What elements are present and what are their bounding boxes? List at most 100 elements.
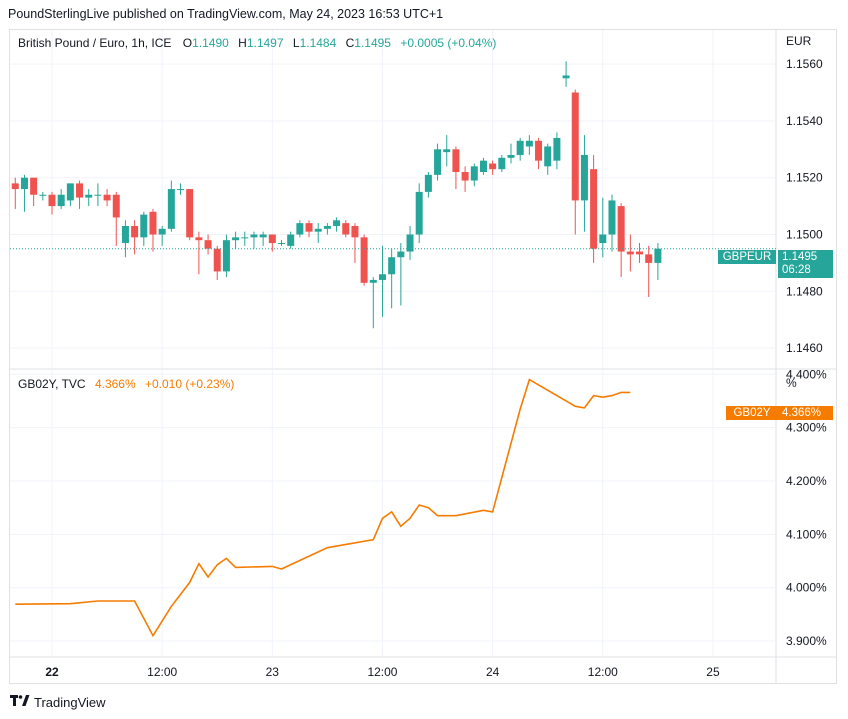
candle-body: [599, 234, 607, 244]
candle-body: [535, 140, 543, 161]
candle-body: [39, 194, 47, 196]
candle-body: [489, 163, 497, 170]
low-value: 1.1484: [299, 36, 337, 50]
chart-frame: [9, 29, 837, 684]
candle-body: [342, 223, 350, 235]
candle-body: [287, 234, 295, 246]
candle-body: [360, 237, 368, 283]
time-tick-label: 23: [266, 665, 280, 679]
candle-body: [177, 189, 185, 191]
candle-body: [507, 154, 515, 158]
candle-body: [415, 191, 423, 235]
gb02y-line-series: [15, 378, 631, 638]
upper-price-axis: 1.1460 1.1480 1.1500 1.1520 1.1540 1.1560: [786, 57, 823, 355]
candle-body: [333, 220, 341, 226]
lower-price-tick-label: 4.300%: [786, 421, 827, 435]
time-axis: 22 12:00 23 12:00 24 12:00 25: [45, 665, 720, 679]
candle-body: [112, 194, 120, 218]
high-value: 1.1497: [246, 36, 284, 50]
candle-body: [85, 194, 93, 198]
candle-body: [580, 154, 588, 201]
candle-body: [140, 214, 148, 238]
candle-body: [57, 194, 65, 207]
time-tick-label: 22: [45, 665, 59, 679]
time-tick-label: 24: [486, 665, 500, 679]
low-label: L: [292, 36, 300, 50]
tradingview-logo[interactable]: TradingView: [10, 694, 106, 710]
lower-price-tick-label: 3.900%: [786, 634, 827, 648]
close-label: C: [345, 36, 355, 50]
time-tick-label: 12:00: [147, 665, 177, 679]
candle-body: [443, 149, 451, 153]
upper-price-tick-label: 1.1560: [786, 57, 823, 71]
candle-body: [158, 228, 166, 235]
candle-body: [268, 234, 276, 244]
close-value: 1.1495: [354, 36, 391, 50]
candle-body: [213, 248, 221, 272]
candle-body: [149, 211, 157, 235]
lower-unit-label: %: [786, 376, 797, 390]
lower-price-tick-label: 4.100%: [786, 527, 827, 541]
upper-symbol: British Pound / Euro, 1h, ICE: [18, 36, 172, 50]
upper-price-tick-label: 1.1460: [786, 341, 823, 355]
time-tick-label: 25: [706, 665, 720, 679]
time-tick-label: 12:00: [367, 665, 397, 679]
candle-body: [516, 140, 524, 155]
lower-price-tick-label: 4.400%: [786, 367, 827, 381]
lower-grid: [10, 370, 775, 656]
candle-body: [76, 183, 84, 198]
upper-grid: [10, 30, 775, 368]
candle-body: [590, 169, 598, 249]
candle-body: [314, 228, 322, 232]
lower-symbol: GB02Y, TVC: [18, 377, 86, 391]
upper-price-tick-label: 1.1540: [786, 114, 823, 128]
candle-body: [617, 206, 625, 252]
upper-legend: British Pound / Euro, 1h, ICE O1.1490 H1…: [18, 36, 498, 50]
high-label: H: [238, 36, 247, 50]
candle-body: [323, 225, 331, 229]
candle-body: [397, 251, 405, 258]
upper-price-tick-label: 1.1500: [786, 228, 823, 242]
candle-body: [30, 177, 38, 195]
candle-body: [131, 225, 139, 238]
candle-body: [645, 254, 653, 263]
open-label: O: [182, 36, 193, 50]
candle-body: [479, 160, 487, 173]
candle-body: [94, 194, 102, 196]
candle-body: [241, 237, 249, 239]
candle-body: [452, 149, 460, 173]
candle-body: [186, 189, 194, 238]
candle-body: [204, 240, 212, 249]
last-price-value: 1.1495: [782, 251, 818, 263]
last-price-badge: 1.1495 06:28: [778, 250, 833, 278]
candle-body: [121, 225, 129, 244]
candle-body: [562, 75, 570, 79]
open-value: 1.1490: [192, 36, 229, 50]
candle-body: [222, 240, 230, 272]
candlestick-series: [11, 61, 662, 329]
candle-body: [305, 223, 313, 232]
candle-body: [378, 274, 386, 280]
symbol-price-tag: GBPEUR: [718, 250, 776, 264]
candle-body: [369, 279, 377, 283]
candle-body: [103, 194, 111, 201]
candle-body: [278, 243, 285, 245]
candle-body: [424, 174, 432, 192]
candle-body: [388, 257, 396, 275]
candle-body: [48, 194, 56, 207]
candle-body: [20, 177, 28, 190]
candle-body: [470, 166, 478, 181]
lower-price-axis: 3.900% 4.000% 4.100% 4.200% 4.300% 4.400%: [786, 367, 827, 648]
candle-body: [626, 251, 634, 255]
candle-body: [232, 237, 240, 241]
candle-body: [553, 137, 561, 161]
lower-price-tick-label: 4.000%: [786, 581, 827, 595]
time-tick-label: 12:00: [588, 665, 618, 679]
candle-body: [461, 172, 469, 181]
candle-body: [608, 200, 616, 235]
candle-body: [296, 223, 304, 235]
gb02y-symbol-tag: GB02Y: [726, 406, 778, 420]
candle-body: [351, 225, 359, 238]
upper-currency-label: EUR: [786, 34, 812, 48]
